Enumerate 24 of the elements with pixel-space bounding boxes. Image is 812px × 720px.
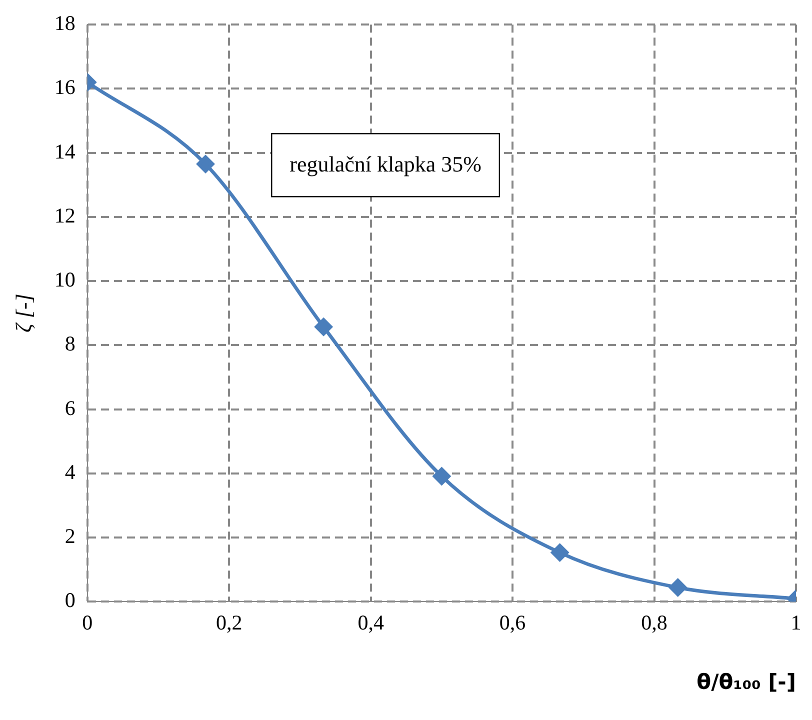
x-tick-label: 0,4 (358, 610, 384, 635)
x-tick-label: 0,2 (216, 610, 242, 635)
x-axis-title: θ/θ₁₀₀ [-] (696, 670, 796, 694)
point (551, 544, 569, 562)
point (432, 468, 450, 486)
x-tick-label: 1 (790, 610, 802, 635)
y-tick-label: 10 (54, 268, 76, 292)
point (669, 578, 687, 596)
y-tick-label: 6 (64, 396, 76, 420)
y-tick-label: 18 (54, 11, 76, 36)
annotation: regulační klapka 35% (290, 151, 482, 176)
point (196, 155, 214, 173)
x-tick-label: 0,6 (499, 610, 526, 635)
y-tick-label: 0 (64, 588, 76, 612)
y-tick-label: 12 (54, 203, 76, 228)
x-tick-label: 0,8 (641, 610, 668, 635)
x-tick-label: 0 (82, 610, 93, 635)
y-axis-title: ζ [-] (10, 294, 36, 333)
y-tick-label: 2 (64, 524, 76, 548)
y-tick-label: 16 (54, 75, 76, 100)
point (314, 318, 332, 336)
y-tick-label: 4 (64, 460, 76, 484)
y-tick-label: 8 (64, 332, 76, 356)
y-tick-label: 14 (54, 139, 76, 164)
